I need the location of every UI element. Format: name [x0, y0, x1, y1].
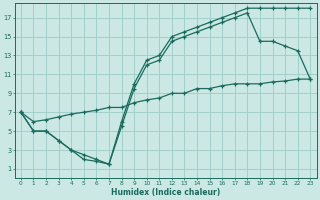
X-axis label: Humidex (Indice chaleur): Humidex (Indice chaleur): [111, 188, 220, 197]
